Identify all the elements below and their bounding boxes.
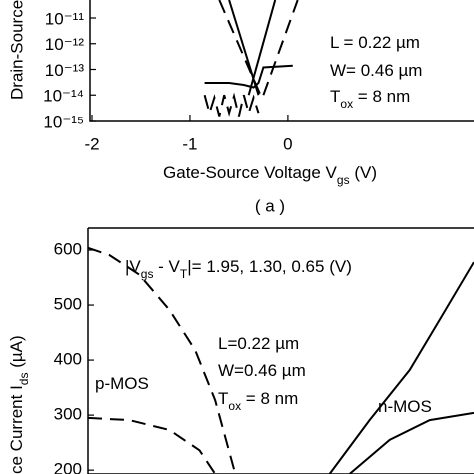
y-tick-label: 300 — [54, 405, 82, 424]
curve — [228, 0, 260, 96]
curve — [88, 246, 237, 474]
curve — [88, 416, 217, 474]
annotation-part: W=0.46 µm — [218, 361, 306, 380]
curve — [348, 411, 474, 474]
annotation-part: T — [330, 87, 340, 106]
curve — [328, 261, 474, 474]
annotation-part: n-MOS — [378, 397, 432, 416]
y-tick-label: 10⁻¹¹ — [45, 9, 85, 28]
annotation-part: = 8 nm — [241, 389, 298, 408]
y-tick-label: 10⁻¹³ — [45, 61, 85, 80]
annotation: L=0.22 µm — [218, 334, 299, 353]
annotation: W=0.46 µm — [218, 361, 306, 380]
x-tick-label: 0 — [283, 134, 292, 153]
curve — [218, 0, 262, 96]
x-tick-label: -2 — [84, 134, 99, 153]
x-axis-label-part: (V) — [350, 163, 377, 182]
y-tick-label: 500 — [54, 295, 82, 314]
annotation-part: |= 1.95, 1.30, 0.65 (V) — [187, 257, 352, 276]
y-tick-label: 10⁻¹² — [45, 35, 85, 54]
x-axis-label: Gate-Source Voltage Vgs (V) — [163, 163, 377, 187]
annotation-part: W= 0.46 µm — [330, 61, 422, 80]
plot-area — [203, 0, 299, 117]
y-tick-label: 10⁻¹⁴ — [43, 87, 84, 106]
annotation-part: L=0.22 µm — [218, 334, 299, 353]
y-axis-label-part: ce Current I — [7, 385, 26, 474]
axis-frame — [87, 227, 474, 474]
curve — [262, 0, 299, 96]
annotation: L = 0.22 µm — [330, 33, 420, 52]
annotation: Tox = 8 nm — [218, 389, 298, 413]
annotation-part: T — [180, 267, 188, 281]
annotation: p-MOS — [95, 374, 149, 393]
annotation-part: = 8 nm — [353, 87, 410, 106]
x-axis-label-part: Gate-Source Voltage V — [163, 163, 338, 182]
y-axis-label-part: ds — [17, 373, 31, 386]
annotation-part: L = 0.22 µm — [330, 33, 420, 52]
y-tick-label: 200 — [54, 460, 82, 474]
y-tick-label: 600 — [54, 239, 82, 258]
y-axis-label: Drain-Source — [7, 0, 26, 100]
annotation-part: ox — [340, 97, 353, 111]
annotation-part: - V — [153, 257, 180, 276]
annotation-part: T — [218, 389, 228, 408]
x-axis-label-part: gs — [337, 173, 350, 187]
annotation: Tox = 8 nm — [330, 87, 410, 111]
plot-area — [88, 246, 474, 474]
annotation: |Vgs - VT|= 1.95, 1.30, 0.65 (V) — [125, 257, 352, 281]
y-tick-label: 10⁻¹⁵ — [43, 112, 84, 131]
annotation: n-MOS — [378, 397, 432, 416]
annotation-part: |V — [125, 257, 141, 276]
y-tick-label: 400 — [54, 350, 82, 369]
annotation: W= 0.46 µm — [330, 61, 422, 80]
x-tick-label: -1 — [182, 134, 197, 153]
annotation-part: gs — [141, 267, 154, 281]
annotation-part: ox — [228, 399, 241, 413]
y-axis-label-part: (µA) — [7, 335, 26, 372]
annotation-part: p-MOS — [95, 374, 149, 393]
curve — [203, 92, 260, 117]
caption: ( a ) — [255, 196, 285, 215]
y-axis-label: ce Current Ids (µA) — [7, 335, 31, 474]
